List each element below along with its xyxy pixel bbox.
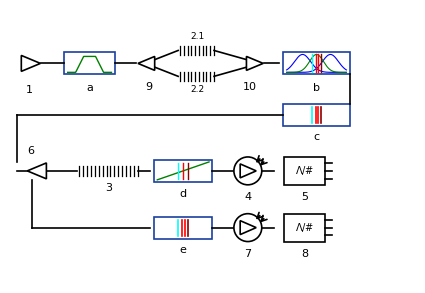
Text: 4: 4 xyxy=(244,192,252,202)
Text: 6: 6 xyxy=(27,146,34,156)
Text: 10: 10 xyxy=(243,82,257,92)
Text: 9: 9 xyxy=(146,82,153,92)
Text: 3: 3 xyxy=(105,183,112,193)
Text: 8: 8 xyxy=(301,248,308,258)
Text: b: b xyxy=(313,83,320,93)
Text: $\Lambda$/#: $\Lambda$/# xyxy=(295,164,314,177)
Text: 2.2: 2.2 xyxy=(190,85,204,94)
Text: d: d xyxy=(180,189,187,199)
Bar xyxy=(283,104,350,126)
Text: 7: 7 xyxy=(244,248,252,258)
Text: 2.1: 2.1 xyxy=(190,32,204,40)
Text: $\Lambda$/#: $\Lambda$/# xyxy=(295,221,314,234)
Bar xyxy=(283,52,350,74)
Bar xyxy=(283,214,326,241)
Text: 1: 1 xyxy=(26,85,32,95)
Bar xyxy=(64,52,116,74)
Text: 5: 5 xyxy=(301,192,308,202)
Bar xyxy=(154,217,212,239)
Bar xyxy=(154,160,212,182)
Text: a: a xyxy=(86,83,93,93)
Text: c: c xyxy=(314,132,320,142)
Text: e: e xyxy=(180,245,187,255)
Bar xyxy=(283,157,326,185)
